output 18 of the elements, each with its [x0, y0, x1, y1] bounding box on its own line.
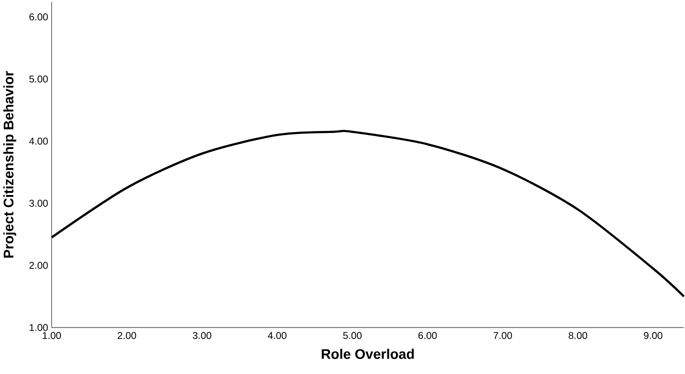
x-tick-label: 5.00 [343, 332, 362, 339]
y-tick-label: 4.00 [29, 138, 48, 145]
x-tick-label: 3.00 [192, 332, 212, 339]
x-axis-title: Role Overload [322, 348, 414, 359]
y-tick-label: 3.00 [29, 200, 48, 207]
x-tick-label: 7.00 [494, 332, 512, 339]
x-tick-label: 4.00 [268, 332, 286, 339]
x-tick-label: 6.00 [418, 332, 437, 339]
y-tick-label: 5.00 [29, 75, 48, 82]
x-tick-label: 8.00 [568, 332, 588, 339]
x-tick-label: 9.00 [644, 332, 662, 339]
y-tick-label: 1.00 [30, 324, 48, 331]
x-tick-label: 1.00 [42, 332, 61, 339]
line-series [50, 130, 685, 298]
x-tick-label: 2.00 [118, 332, 136, 339]
y-tick-label: 2.00 [29, 262, 48, 269]
y-tick-label: 6.00 [29, 13, 48, 20]
y-axis-title: Project Citizenship Behavior [3, 71, 16, 258]
